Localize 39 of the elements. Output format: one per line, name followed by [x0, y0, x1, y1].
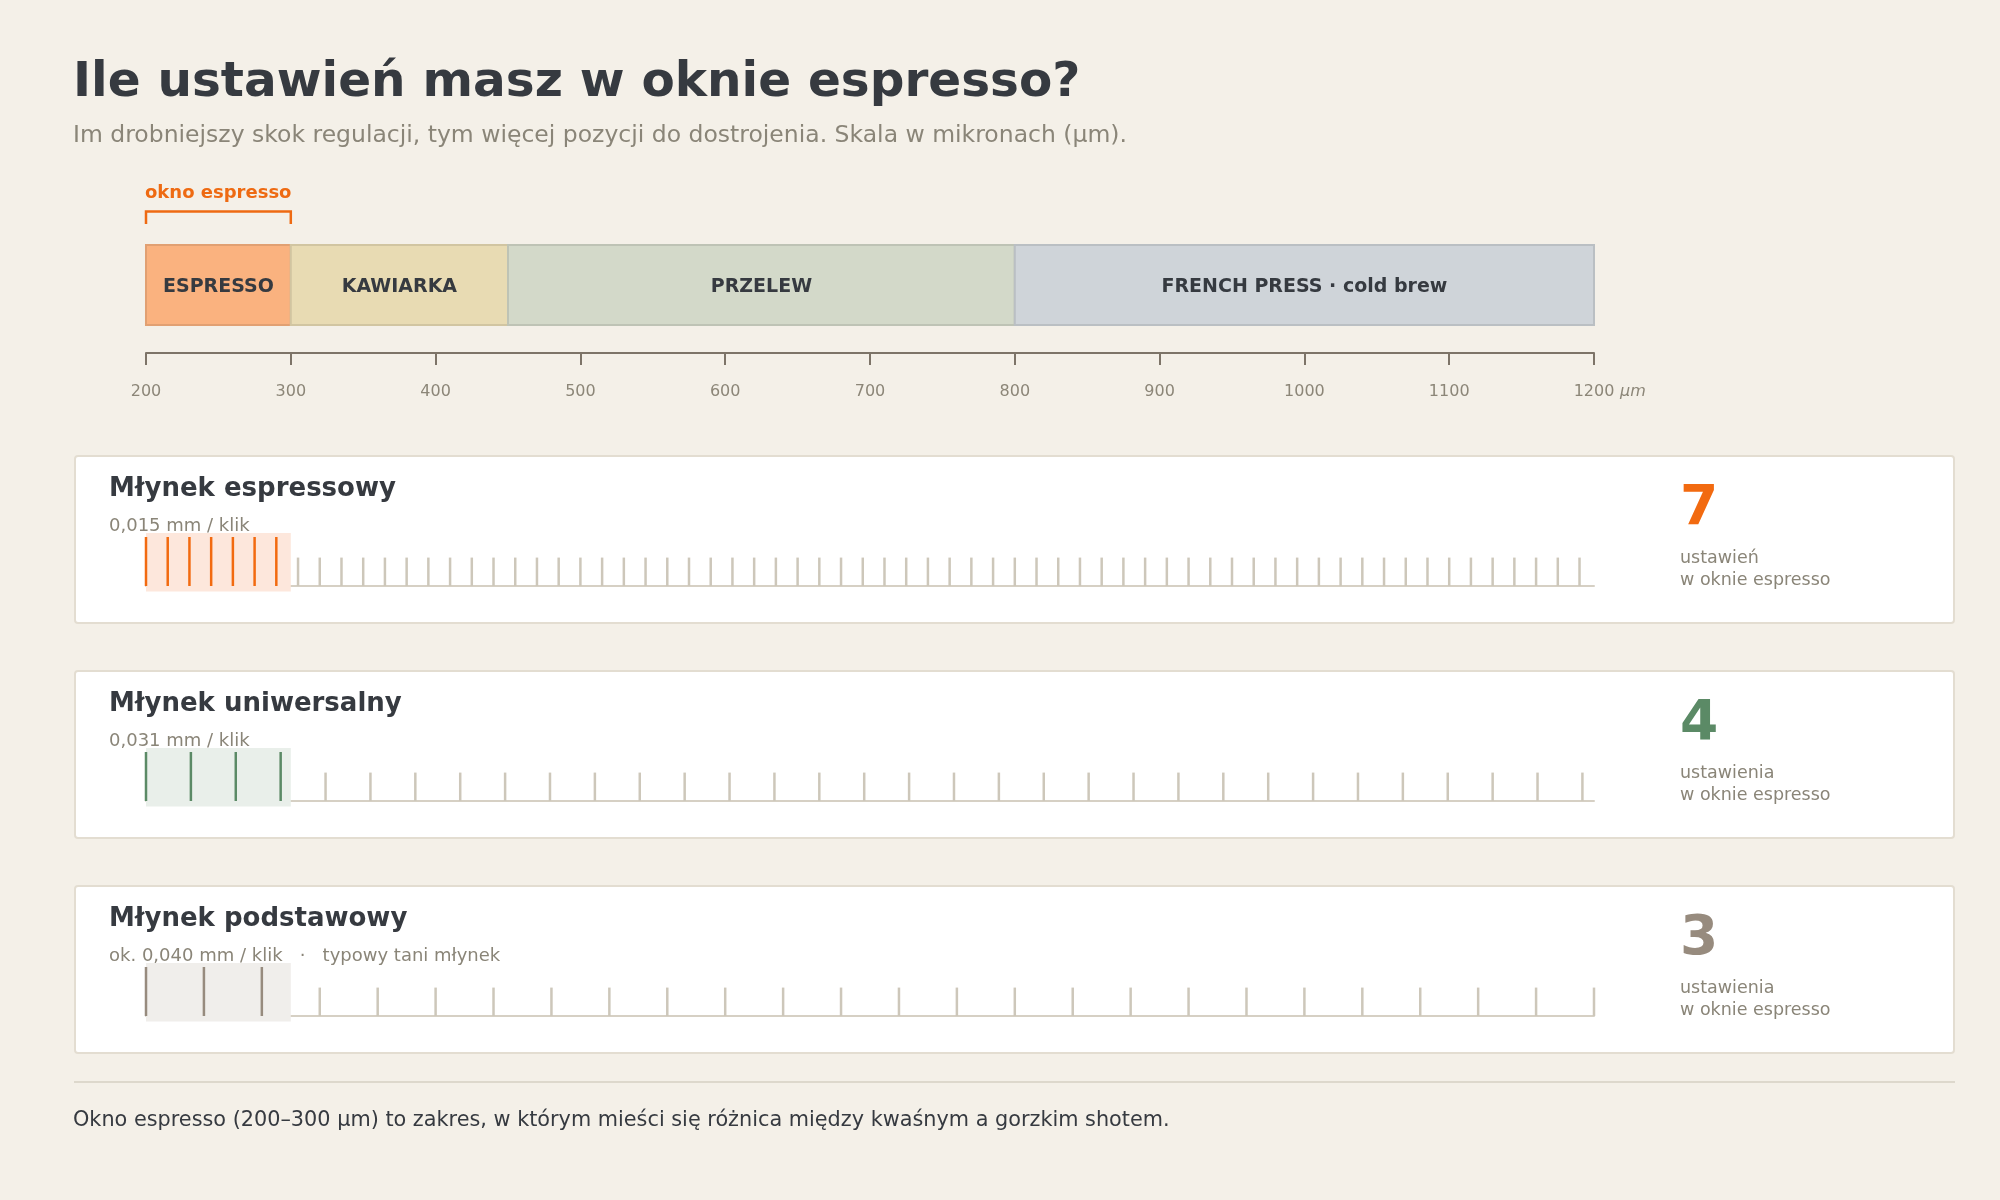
x-tick-label: 400: [420, 380, 451, 400]
x-tick-label: 1200: [1573, 380, 1615, 400]
x-tick-label: 1100: [1428, 380, 1470, 400]
x-tick-label: 500: [565, 380, 596, 400]
text: 4: [1680, 687, 1719, 752]
bar: [507, 244, 1016, 326]
series-label: KAWIARKA: [341, 273, 458, 296]
text: ustawienia: [1680, 762, 1775, 783]
x-tick-label: 900: [1144, 380, 1175, 400]
x-axis-title: µm: [1620, 381, 1646, 400]
text: 7: [1680, 472, 1719, 537]
series-label: PRZELEW: [710, 273, 813, 296]
chart-title: Młynek uniwersalny: [109, 687, 402, 717]
x-tick-label: 600: [709, 380, 741, 400]
text: w oknie espresso: [1680, 999, 1831, 1020]
annotation: okno espresso: [145, 181, 292, 202]
chart-subtitle: 0,031 mm / klik: [109, 729, 250, 750]
series-label: FRENCH PRESS · cold brew: [1161, 273, 1448, 296]
chart-subtitle: 0,015 mm / klik: [109, 514, 250, 535]
chart-title: Młynek espressowy: [109, 472, 396, 502]
bar: [289, 244, 509, 326]
x-tick-label: 700: [854, 380, 886, 400]
text: w oknie espresso: [1680, 569, 1831, 590]
bar: [145, 244, 292, 326]
x-tick-label: 300: [275, 380, 307, 400]
series-label: ESPRESSO: [162, 273, 274, 296]
text: w oknie espresso: [1680, 784, 1831, 805]
chart-title: Ile ustawień masz w oknie espresso?: [73, 50, 1081, 107]
x-tick-label: 800: [999, 380, 1031, 400]
x-tick-label: 1000: [1284, 380, 1325, 400]
chart-title: Młynek podstawowy: [109, 902, 408, 932]
chart-subtitle: Im drobniejszy skok regulacji, tym więcej pozycji do dostrojenia. Skala w mikronach (µm).: [73, 120, 1127, 149]
text: 3: [1680, 902, 1719, 967]
text: Okno espresso (200–300 µm) to zakres, w którym mieści się różnica między kwaśnym a gorzkim shotem.: [73, 1106, 1170, 1131]
x-tick-label: 200: [130, 380, 162, 400]
bar: [1013, 244, 1595, 326]
text: ustawienia: [1680, 977, 1775, 998]
text: ustawień: [1680, 547, 1759, 568]
chart-subtitle: ok. 0,040 mm / klik · typowy tani młynek: [109, 944, 501, 965]
